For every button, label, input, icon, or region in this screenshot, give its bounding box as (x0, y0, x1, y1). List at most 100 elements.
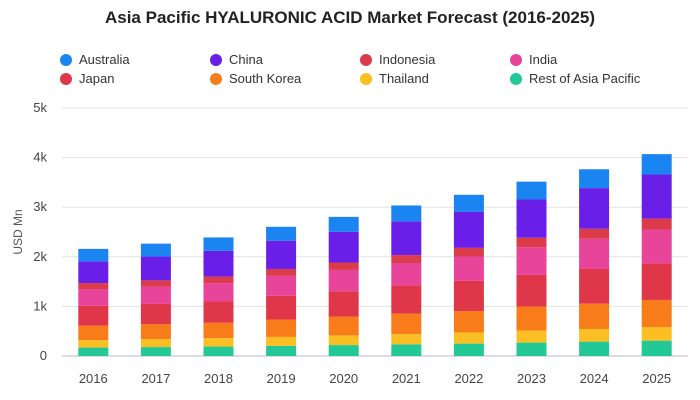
bar-segment-china[interactable] (516, 199, 547, 238)
bar-segment-south-korea[interactable] (453, 311, 484, 333)
bar-segment-india[interactable] (579, 238, 610, 269)
bar-segment-japan[interactable] (579, 268, 610, 304)
bar-segment-china[interactable] (266, 240, 297, 269)
bar-segment-thailand[interactable] (328, 335, 359, 346)
legend-item-rest-of-asia-pacific[interactable]: Rest of Asia Pacific (510, 71, 640, 86)
bar-segment-india[interactable] (140, 286, 171, 304)
bar-segment-thailand[interactable] (579, 328, 610, 342)
bar-stack-2024[interactable] (579, 169, 610, 356)
bar-segment-rest-of-asia-pacific[interactable] (516, 342, 547, 356)
bar-segment-south-korea[interactable] (203, 322, 234, 339)
bar-segment-india[interactable] (516, 247, 547, 275)
bar-segment-rest-of-asia-pacific[interactable] (328, 345, 359, 356)
bar-segment-rest-of-asia-pacific[interactable] (203, 346, 234, 356)
bar-segment-thailand[interactable] (453, 332, 484, 344)
bar-segment-china[interactable] (328, 231, 359, 263)
bar-stack-2019[interactable] (266, 226, 297, 356)
bar-segment-indonesia[interactable] (78, 283, 109, 290)
bar-segment-japan[interactable] (266, 295, 297, 320)
y-tick-label: 4k (33, 150, 47, 165)
bar-segment-indonesia[interactable] (328, 262, 359, 270)
bar-stack-2017[interactable] (140, 243, 171, 356)
bar-segment-indonesia[interactable] (391, 255, 422, 263)
bar-segment-rest-of-asia-pacific[interactable] (391, 344, 422, 356)
legend-item-indonesia[interactable]: Indonesia (360, 52, 435, 67)
bar-stack-2022[interactable] (453, 194, 484, 356)
bar-segment-south-korea[interactable] (516, 306, 547, 331)
legend-item-south-korea[interactable]: South Korea (210, 71, 301, 86)
bar-segment-china[interactable] (641, 174, 672, 219)
bar-segment-china[interactable] (78, 261, 109, 284)
bar-segment-japan[interactable] (78, 305, 109, 326)
bar-segment-south-korea[interactable] (140, 324, 171, 340)
bar-segment-indonesia[interactable] (203, 276, 234, 284)
bar-stack-2018[interactable] (203, 237, 234, 356)
bar-segment-indonesia[interactable] (140, 280, 171, 287)
bar-segment-rest-of-asia-pacific[interactable] (453, 343, 484, 356)
bar-segment-thailand[interactable] (391, 333, 422, 345)
legend-item-thailand[interactable]: Thailand (360, 71, 429, 86)
bar-segment-thailand[interactable] (516, 330, 547, 343)
bar-stack-2020[interactable] (328, 216, 359, 356)
bar-segment-japan[interactable] (641, 263, 672, 300)
bar-segment-china[interactable] (579, 188, 610, 229)
bar-segment-rest-of-asia-pacific[interactable] (78, 347, 109, 356)
bar-segment-australia[interactable] (579, 169, 610, 189)
bar-segment-india[interactable] (641, 229, 672, 264)
bar-segment-australia[interactable] (516, 181, 547, 200)
bar-segment-japan[interactable] (453, 280, 484, 312)
bar-segment-south-korea[interactable] (328, 316, 359, 336)
bar-stack-2023[interactable] (516, 181, 547, 356)
bar-segment-india[interactable] (266, 275, 297, 296)
bar-segment-rest-of-asia-pacific[interactable] (266, 345, 297, 356)
bar-segment-thailand[interactable] (203, 338, 234, 347)
bar-segment-india[interactable] (78, 289, 109, 306)
legend-item-australia[interactable]: Australia (60, 52, 130, 67)
bar-segment-japan[interactable] (328, 291, 359, 317)
bar-stack-2025[interactable] (641, 154, 672, 356)
bar-segment-china[interactable] (140, 256, 171, 281)
bar-segment-australia[interactable] (641, 154, 672, 175)
bar-segment-japan[interactable] (516, 274, 547, 307)
bar-segment-thailand[interactable] (140, 339, 171, 348)
bar-segment-south-korea[interactable] (391, 313, 422, 334)
legend-item-japan[interactable]: Japan (60, 71, 114, 86)
bar-segment-thailand[interactable] (641, 327, 672, 341)
bar-segment-japan[interactable] (203, 301, 234, 323)
bar-segment-indonesia[interactable] (516, 237, 547, 248)
bar-segment-japan[interactable] (391, 285, 422, 314)
bar-segment-australia[interactable] (78, 248, 109, 262)
bar-segment-australia[interactable] (328, 216, 359, 232)
bar-stack-2021[interactable] (391, 205, 422, 356)
bar-segment-china[interactable] (391, 221, 422, 256)
bar-segment-australia[interactable] (203, 237, 234, 251)
x-tick-label: 2019 (267, 371, 296, 386)
bar-segment-rest-of-asia-pacific[interactable] (641, 340, 672, 356)
bar-segment-india[interactable] (391, 263, 422, 286)
bar-segment-indonesia[interactable] (579, 228, 610, 239)
bar-segment-indonesia[interactable] (453, 247, 484, 257)
bar-segment-rest-of-asia-pacific[interactable] (140, 347, 171, 356)
legend-item-china[interactable]: China (210, 52, 263, 67)
bar-segment-thailand[interactable] (78, 340, 109, 348)
bar-segment-south-korea[interactable] (579, 303, 610, 329)
bar-segment-south-korea[interactable] (641, 299, 672, 328)
bar-segment-australia[interactable] (140, 243, 171, 257)
bar-segment-india[interactable] (203, 283, 234, 302)
bar-segment-china[interactable] (453, 211, 484, 248)
bar-segment-australia[interactable] (266, 226, 297, 241)
bar-segment-thailand[interactable] (266, 336, 297, 346)
bar-segment-south-korea[interactable] (266, 319, 297, 337)
legend-item-india[interactable]: India (510, 52, 557, 67)
bar-segment-australia[interactable] (453, 194, 484, 212)
bar-stack-2016[interactable] (78, 248, 109, 356)
bar-segment-india[interactable] (453, 256, 484, 281)
bar-segment-japan[interactable] (140, 303, 171, 325)
bar-segment-india[interactable] (328, 269, 359, 292)
bar-segment-china[interactable] (203, 250, 234, 277)
bar-segment-australia[interactable] (391, 205, 422, 222)
bar-segment-rest-of-asia-pacific[interactable] (579, 341, 610, 356)
bar-segment-south-korea[interactable] (78, 325, 109, 341)
bar-segment-indonesia[interactable] (641, 218, 672, 230)
bar-segment-indonesia[interactable] (266, 268, 297, 276)
